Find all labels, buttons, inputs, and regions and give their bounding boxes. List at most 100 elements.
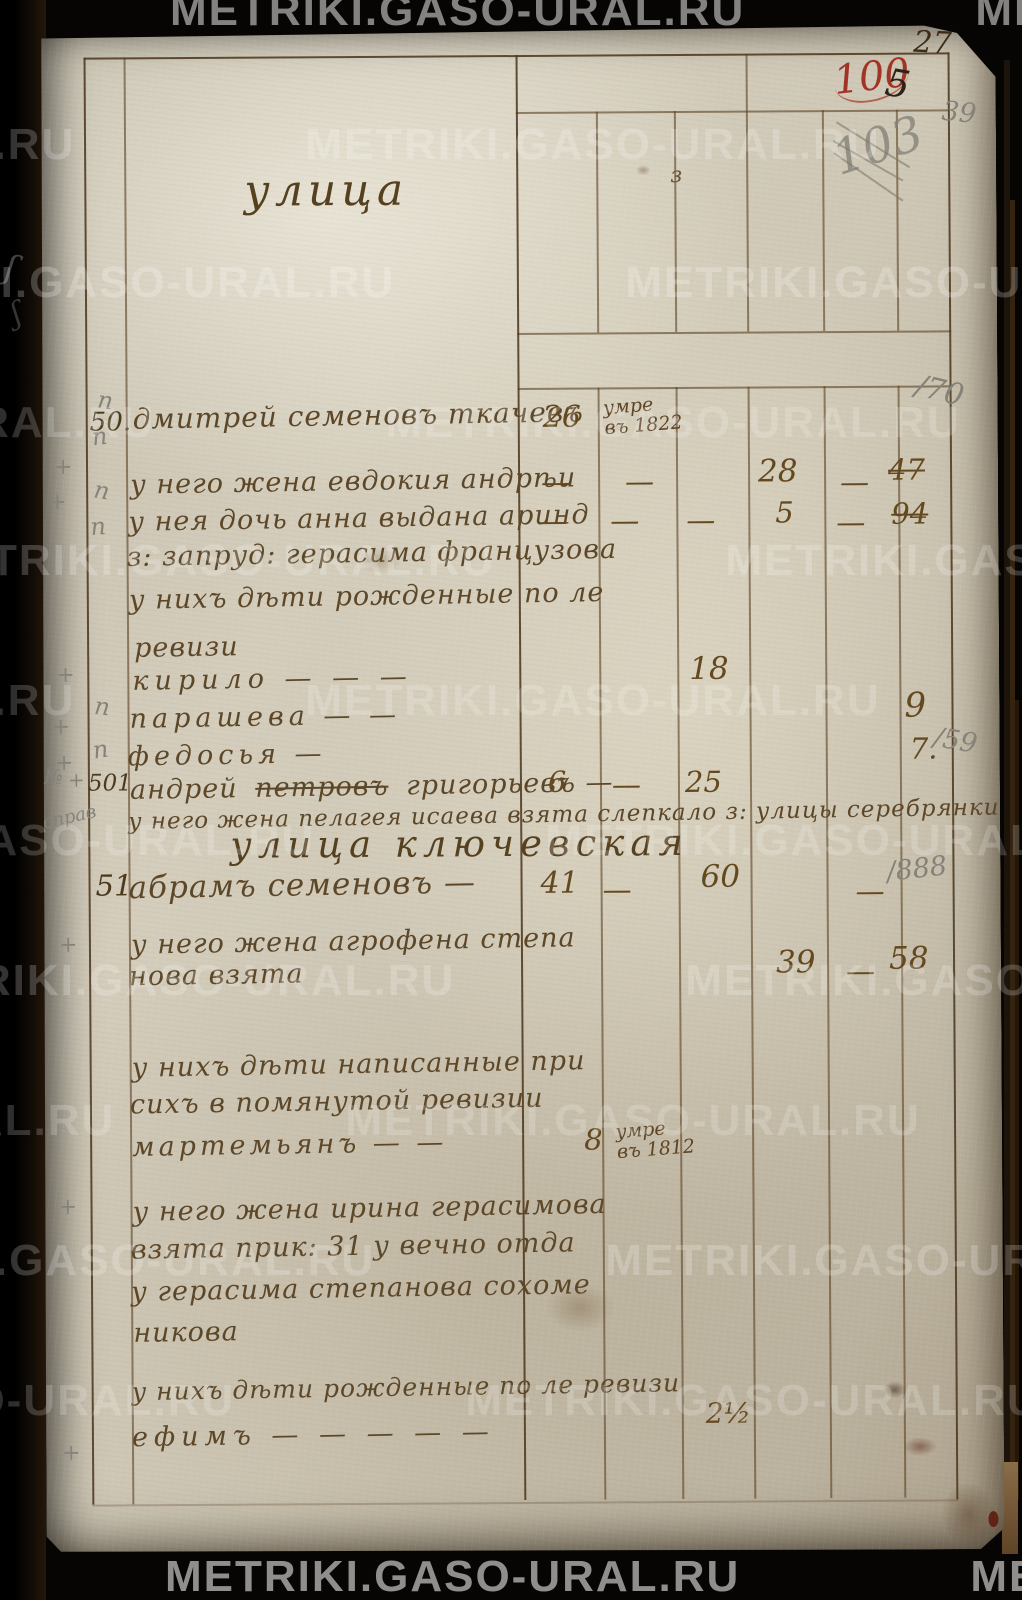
header-mark: з (670, 163, 683, 189)
death-note: умре въ 1812 (615, 1116, 696, 1162)
entry-line: сихъ в помянутой ревизии (129, 1082, 544, 1121)
table-line (748, 387, 757, 1499)
table-line-bottom (92, 1499, 958, 1506)
table-line-right-border (948, 52, 959, 1499)
column-dash: — (686, 502, 716, 537)
binding-scribble: ʃ (6, 295, 26, 332)
column-dash: — (541, 464, 571, 499)
column-value: 6 (547, 764, 567, 799)
column-value-struck: 47 (887, 452, 926, 487)
pencil-number-39: 39 (940, 95, 978, 130)
pencil-plus-mark: + (58, 932, 78, 958)
table-line (676, 387, 685, 1499)
column-dash: — (855, 873, 885, 908)
death-note: умре въ 1822 (602, 392, 683, 438)
watermark-text: METRIKI.GASO-URAL.RU (975, 0, 1022, 35)
entry-line: никова (133, 1316, 239, 1349)
entry-line: у него жена ирина герасимова (132, 1189, 607, 1228)
table-line (824, 386, 833, 1498)
entry-line: з: запруд: герасима французова (126, 533, 618, 573)
column-value: 2½ (705, 1396, 751, 1430)
pencil-p-mark: п (92, 691, 112, 722)
death-note-year: въ 1812 (616, 1135, 696, 1164)
entry-line: у нея дочь анна выдана аринд (128, 499, 590, 538)
entry-line: у герасима степанова сохоме (130, 1269, 591, 1308)
entry-line: федосья — (127, 738, 327, 773)
entry-line: абрамъ семеновъ — (128, 864, 477, 907)
column-dash: — (538, 503, 568, 538)
entry-line: ефимъ — — — — — (131, 1416, 495, 1454)
folio-number: 27 (912, 24, 953, 62)
column-value: 39 (775, 944, 816, 981)
page-edge-strip (1015, 700, 1019, 1500)
entry-line: у нихъ дѣти рожденные по ле (128, 576, 605, 616)
pencil-number-59: ∕59 (931, 721, 980, 760)
column-value: 28 (757, 453, 798, 490)
entry-line: у нихъ дѣти рожденные по ле ревизи (131, 1368, 681, 1407)
column-value: 60 (700, 858, 741, 895)
column-value: 5 (775, 495, 794, 530)
pencil-p-mark: п (90, 734, 111, 765)
pencil-number-70: ∕70 (912, 368, 968, 414)
binding-scribble: ʃ (0, 247, 21, 289)
entry-line: мартемьянъ — — (131, 1126, 448, 1164)
entry-line: дмитрей семеновъ ткачевъ (132, 395, 585, 436)
pencil-number-888: ∕888 (884, 850, 949, 888)
column-value: 26 (542, 399, 582, 435)
column-dash: — (610, 503, 640, 538)
page-edge-strip (1010, 200, 1015, 1500)
column-dash: — (836, 504, 866, 540)
table-line (822, 110, 825, 331)
watermark-text: METRIKI.GASO-URAL.RU (970, 1552, 1022, 1600)
pencil-plus-mark: + (53, 454, 73, 480)
table-line (596, 112, 599, 333)
stain (884, 1382, 906, 1398)
column-dash: — (840, 464, 870, 500)
pencil-p-mark: п (91, 475, 112, 506)
table-line (746, 54, 750, 332)
column-value: 41 (540, 865, 579, 901)
entry-line: у него жена евдокия андрѣи (129, 462, 577, 501)
stain (636, 165, 650, 175)
household-number: 50. (89, 407, 132, 438)
entry-word: григорьевъ — (405, 766, 614, 802)
entry-line: андрей петровъ григорьевъ — (130, 767, 614, 806)
binding-shadow (0, 0, 46, 1600)
street-heading: улица (244, 164, 409, 217)
entry-line: нова взята (128, 958, 304, 993)
column-value-struck: 94 (891, 496, 929, 531)
ledger-page: 27 100 5 39 103 ∕70 з улица п п п п п п … (37, 25, 1004, 1555)
column-dash: — (611, 767, 642, 802)
entry-line: взята прик: 31 у вечно отда (130, 1227, 576, 1266)
pencil-no-sign: № (43, 764, 63, 789)
column-dash: — (625, 464, 655, 499)
table-line (517, 330, 951, 335)
entry-word-struck: петровъ (254, 770, 389, 804)
ink-blotch (988, 1511, 998, 1527)
table-line (674, 111, 677, 332)
column-value: 18 (689, 650, 729, 687)
pencil-plus-mark: + (56, 662, 75, 688)
entry-line: кирило — — — (132, 661, 413, 697)
pencil-plus-mark: + (51, 714, 71, 740)
column-dash: — (602, 872, 632, 907)
entry-line: у нихъ дѣти написанные при (131, 1045, 586, 1084)
pencil-plus-mark: + (48, 489, 67, 515)
entry-word: андрей (129, 773, 238, 806)
watermark-row: METRIKI.GASO-URAL.RU METRIKI.GASO-URAL.RU (165, 1552, 1022, 1600)
stain (942, 1483, 994, 1545)
death-note-year: въ 1822 (603, 411, 684, 440)
entry-line: парашева — — (129, 699, 402, 735)
pencil-plus-mark: + (58, 1194, 78, 1220)
page-edge-strip (1004, 60, 1010, 1520)
pencil-p-mark: п (89, 512, 107, 542)
column-dash: — (846, 953, 876, 989)
page-edge-strip (1002, 1462, 1018, 1554)
entry-line: у него жена агрофена степа (130, 922, 576, 961)
pencil-plus-mark: + (67, 767, 85, 792)
street-heading: улица ключевская (230, 820, 690, 867)
column-value: 25 (684, 764, 722, 799)
column-value: 58 (888, 940, 929, 977)
column-value: 8 (584, 1122, 603, 1157)
